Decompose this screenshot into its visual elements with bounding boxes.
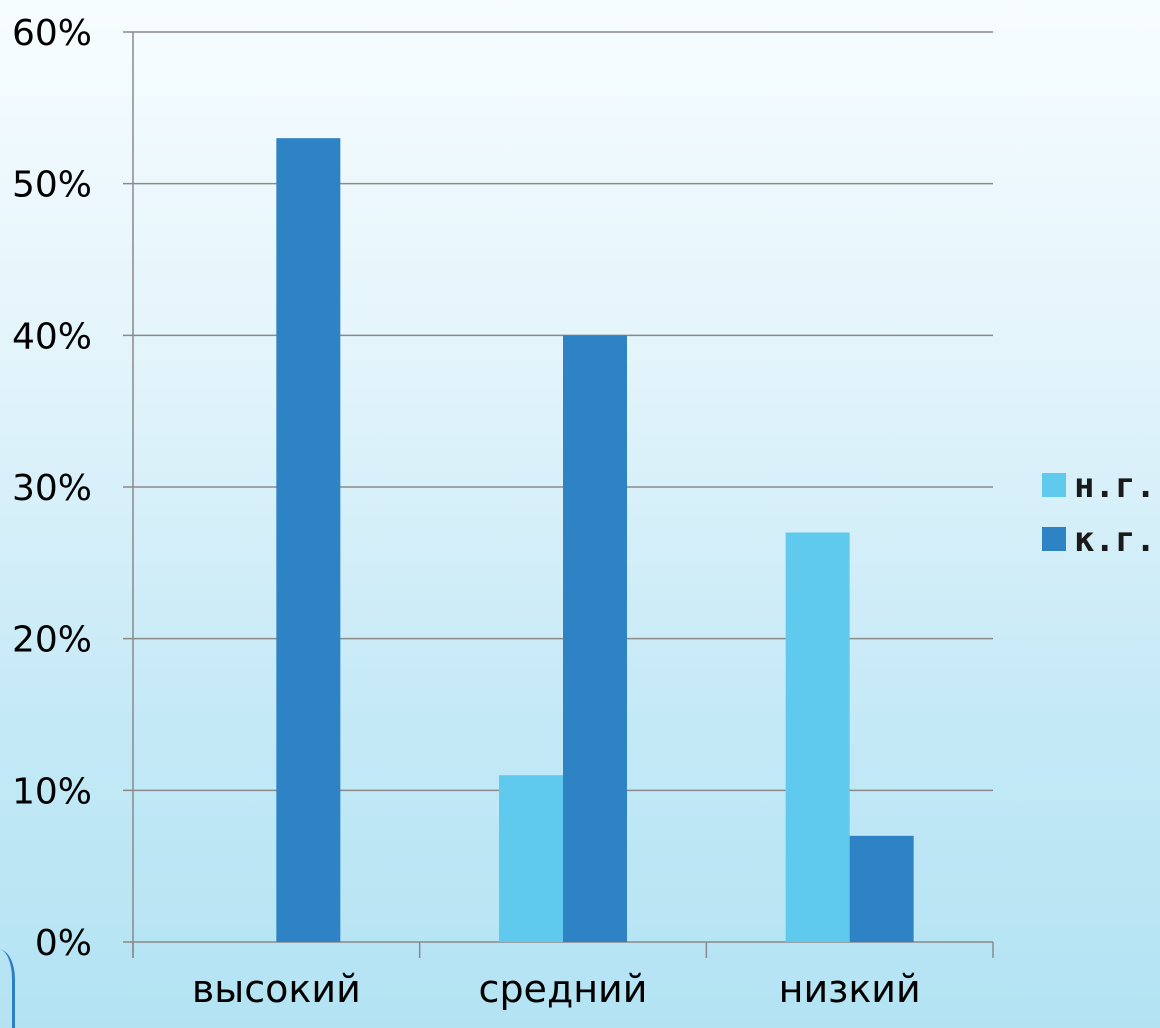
bars [276,138,914,942]
legend: н.г. к.г. [1042,466,1156,560]
bar-ng-2 [785,532,850,942]
slide-corner-accent [0,950,15,1028]
y-tick-label: 50% [12,165,92,206]
x-category-label: средний [479,967,648,1011]
y-tick-label: 30% [12,468,92,509]
x-axis-category-labels: высокий средний низкий [192,967,921,1011]
y-tick-label: 10% [12,771,92,812]
y-tick-label: 60% [12,13,92,54]
y-tick-label: 0% [35,923,92,964]
legend-swatch [1042,473,1066,497]
legend-swatch [1042,527,1066,551]
y-tick-label: 20% [12,620,92,661]
y-tick-label: 40% [12,316,92,357]
x-category-label: низкий [779,967,921,1011]
bar-kg-1 [563,335,627,942]
axes [132,32,994,958]
y-axis-tick-labels: 0% 10% 20% 30% 40% 50% 60% [12,13,92,964]
bar-ng-1 [499,775,563,942]
bar-kg-2 [849,835,914,942]
x-category-label: высокий [192,967,361,1011]
bar-kg-0 [276,138,341,942]
legend-label: к.г. [1074,520,1156,560]
legend-label: н.г. [1074,466,1156,506]
